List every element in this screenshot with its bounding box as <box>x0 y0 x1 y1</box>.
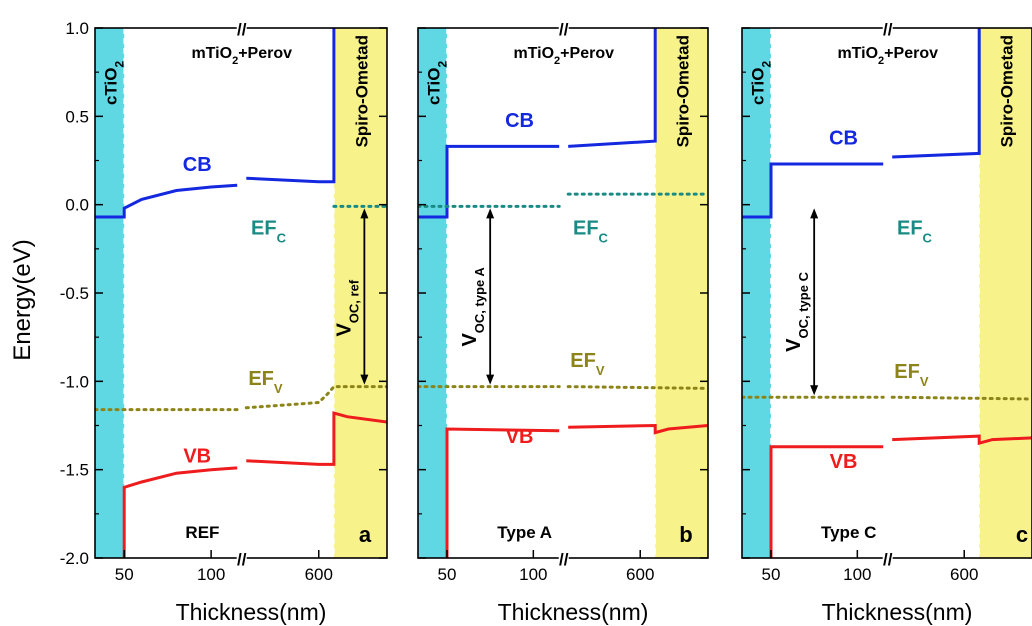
series-cb-line <box>742 162 884 219</box>
panel-letter: c <box>1016 522 1028 547</box>
plot-area <box>418 28 708 558</box>
spiro-label: Spiro-Ometad <box>352 35 371 147</box>
plot-area <box>742 28 1032 558</box>
x-tick-label: 100 <box>843 565 871 584</box>
x-tick-label: 100 <box>197 565 225 584</box>
vb-label: VB <box>830 451 858 473</box>
voc-arrow-head-down <box>486 374 495 385</box>
efc-label: EFC <box>251 218 287 246</box>
panel-letter: a <box>359 522 372 547</box>
cb-label: CB <box>829 128 858 150</box>
voc-arrow-head-up <box>810 208 819 219</box>
axis-break-mark: // <box>559 20 569 39</box>
efv-label: EFV <box>570 350 605 378</box>
efc-label: EFC <box>897 218 933 246</box>
axis-break-gap <box>236 555 247 561</box>
voc-label: VOC, type C <box>783 271 811 351</box>
y-tick-label: 0.0 <box>65 196 89 215</box>
axis-break-mark: // <box>237 550 247 569</box>
spiro-region <box>333 28 387 558</box>
axis-break-gap <box>882 25 893 31</box>
x-tick-label: 50 <box>762 565 781 584</box>
series-vb-line <box>568 423 708 435</box>
y-axis-label: Energy(eV) <box>9 239 36 360</box>
axis-break-mark: // <box>559 550 569 569</box>
axis-break-gap <box>882 555 893 561</box>
x-tick-label: 600 <box>626 565 654 584</box>
cb-label: CB <box>505 110 534 132</box>
spiro-region <box>979 28 1032 558</box>
efv-label: EFV <box>894 361 929 389</box>
voc-arrow-head-up <box>486 208 495 219</box>
x-tick-label: 50 <box>438 565 457 584</box>
voc-arrow-head-down <box>810 385 819 396</box>
panel-b: // // 50 100 600 Thickness(nm) cTiO2 mTiO2+Pero… <box>417 20 709 625</box>
y-tick-label: 0.5 <box>65 107 89 126</box>
perovskite-label: mTiO2+Perov <box>837 45 938 67</box>
efv-label: EFV <box>248 368 283 396</box>
y-tick-label: 1.0 <box>65 19 89 38</box>
efc-label: EFC <box>573 218 609 246</box>
series-vb-line <box>445 427 560 558</box>
ctio2-label: cTiO2 <box>425 61 450 105</box>
spiro-label: Spiro-Ometad <box>998 35 1017 147</box>
voc-label: VOC, type A <box>459 267 487 347</box>
spiro-label: Spiro-Ometad <box>674 35 693 147</box>
series-efv-line <box>566 385 708 390</box>
voc-arrow-head-up <box>360 208 369 219</box>
x-tick-label: 600 <box>305 565 333 584</box>
sample-label: Type C <box>821 523 876 542</box>
x-tick-label: 100 <box>519 565 547 584</box>
cb-label: CB <box>183 154 212 176</box>
y-tick-label: -1.5 <box>60 461 89 480</box>
perovskite-label: mTiO2+Perov <box>191 45 292 67</box>
plot-area <box>95 28 387 558</box>
sample-label: REF <box>185 523 219 542</box>
x-axis-label: Thickness(nm) <box>822 599 973 625</box>
y-tick-label: -0.5 <box>60 284 89 303</box>
sample-label: Type A <box>497 523 552 542</box>
axis-break-mark: // <box>883 550 893 569</box>
panel-a: // // 1.0 0.5 0.0 -0.5 -1.0 -1.5 -2.0 50 100 600 Thi… <box>60 19 388 625</box>
series-cb-line <box>892 28 981 159</box>
axis-break-gap <box>236 25 247 31</box>
vb-label: VB <box>183 446 211 468</box>
panel-c: // // 50 100 600 Thickness(nm) cTiO2 mTiO2+Pero… <box>741 20 1032 625</box>
series-cb-line <box>568 28 657 148</box>
y-tick-label: -2.0 <box>60 549 89 568</box>
x-tick-label: 600 <box>950 565 978 584</box>
series-cb-line <box>95 183 238 219</box>
series-vb-line <box>246 411 387 466</box>
x-axis-label: Thickness(nm) <box>176 599 327 625</box>
series-vb-line <box>769 445 884 558</box>
perovskite-label: mTiO2+Perov <box>513 45 614 67</box>
y-tick-label: -1.0 <box>60 372 89 391</box>
series-cb-line <box>246 28 336 184</box>
spiro-region <box>655 28 708 558</box>
panel-letter: b <box>679 522 692 547</box>
axis-break-mark: // <box>883 20 893 39</box>
ctio2-label: cTiO2 <box>749 61 774 105</box>
axis-break-gap <box>558 25 569 31</box>
voc-label: VOC, ref <box>333 279 361 336</box>
series-cb-line <box>418 144 560 219</box>
series-vb-line <box>122 466 238 558</box>
axis-break-mark: // <box>237 20 247 39</box>
voc-arrow-head-down <box>360 374 369 385</box>
series-efv-line <box>890 395 1032 401</box>
x-tick-label: 50 <box>115 565 134 584</box>
series-efv-line <box>244 385 387 410</box>
panels: // // 1.0 0.5 0.0 -0.5 -1.0 -1.5 -2.0 50 100 600 Thi… <box>60 19 1032 625</box>
ctio2-label: cTiO2 <box>102 61 127 105</box>
vb-label: VB <box>506 426 534 448</box>
x-axis-label: Thickness(nm) <box>498 599 649 625</box>
series-vb-line <box>892 434 1032 446</box>
axis-break-gap <box>558 555 569 561</box>
